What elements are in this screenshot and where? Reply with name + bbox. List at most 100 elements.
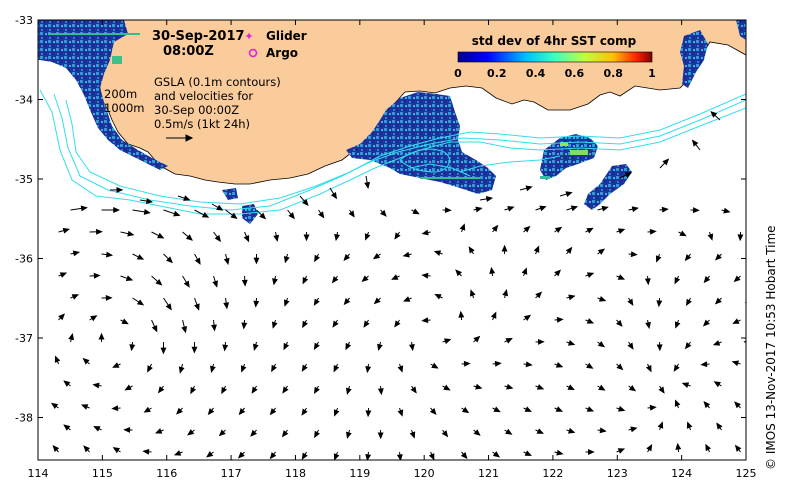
- velocity-arrowhead: [105, 294, 113, 301]
- x-tick-label: 124: [671, 467, 692, 480]
- velocity-arrowhead: [82, 357, 90, 365]
- velocity-arrowhead: [649, 404, 657, 411]
- velocity-arrowhead: [330, 191, 337, 200]
- velocity-arrowhead: [554, 226, 563, 234]
- velocity-arrowhead: [662, 158, 670, 166]
- argo-legend-label: Argo: [266, 46, 298, 60]
- velocity-arrowhead: [537, 338, 545, 345]
- velocity-arrowhead: [475, 206, 483, 213]
- y-tick-label: -38: [15, 412, 33, 425]
- velocity-arrowhead: [303, 234, 310, 242]
- velocity-arrowhead: [501, 244, 508, 252]
- velocity-arrowhead: [334, 233, 340, 242]
- velocity-arrowhead: [216, 204, 224, 211]
- velocity-arrowhead: [396, 454, 403, 460]
- velocity-arrowhead: [394, 232, 401, 240]
- velocity-arrowhead: [649, 228, 657, 235]
- velocity-arrowhead: [283, 342, 290, 351]
- velocity-arrowhead: [588, 449, 595, 455]
- velocity-arrowhead: [302, 276, 309, 285]
- velocity-arrowhead: [155, 278, 163, 286]
- velocity-arrowhead: [429, 407, 437, 416]
- velocity-arrowhead: [71, 294, 80, 300]
- velocity-arrowhead: [716, 422, 723, 430]
- velocity-arrowhead: [627, 342, 634, 350]
- isobath-label-1000m: 1000m: [104, 101, 144, 115]
- velocity-arrowhead: [271, 364, 277, 373]
- velocity-arrowhead: [460, 451, 468, 460]
- velocity-arrowhead: [412, 208, 420, 215]
- velocity-arrowhead: [154, 428, 163, 434]
- velocity-arrowhead: [655, 255, 662, 263]
- colorbar-tick-label: 0.2: [487, 67, 507, 80]
- velocity-arrowhead: [62, 227, 70, 234]
- velocity-arrowhead: [191, 346, 198, 354]
- velocity-arrowhead: [409, 431, 416, 439]
- velocity-arrowhead: [428, 453, 435, 460]
- velocity-arrowhead: [83, 445, 90, 453]
- velocity-arrowhead: [271, 321, 278, 329]
- velocity-arrowhead: [281, 430, 289, 438]
- velocity-arrowhead: [656, 344, 663, 352]
- velocity-arrowhead: [377, 432, 384, 440]
- velocity-arrowhead: [72, 250, 80, 257]
- velocity-arrowhead: [506, 383, 514, 390]
- velocity-arrowhead: [282, 386, 289, 394]
- y-axis-ticks: -33 -34 -35 -36 -37 -38: [15, 14, 746, 425]
- velocity-arrowhead: [343, 298, 351, 306]
- velocity-arrowhead: [713, 381, 721, 388]
- velocity-arrowhead: [397, 409, 404, 417]
- velocity-arrowhead: [630, 251, 638, 258]
- velocity-arrowhead: [214, 234, 221, 243]
- velocity-arrowhead: [731, 360, 739, 367]
- velocity-arrowhead: [346, 431, 352, 439]
- velocity-arrowhead: [485, 196, 494, 202]
- velocity-arrowhead: [160, 347, 167, 355]
- velocity-arrowhead: [157, 232, 165, 239]
- velocity-arrowhead: [210, 365, 216, 373]
- velocity-arrowhead: [754, 209, 759, 213]
- velocity-arrowhead: [136, 299, 145, 306]
- velocity-arrowhead: [645, 321, 651, 330]
- velocity-arrowhead: [586, 272, 595, 278]
- velocity-arrowhead: [598, 384, 606, 391]
- velocity-arrowhead: [679, 230, 687, 237]
- velocity-arrowhead: [269, 408, 277, 416]
- velocity-arrowhead: [372, 252, 381, 260]
- velocity-arrowhead: [147, 365, 153, 373]
- velocity-arrowhead: [459, 223, 466, 231]
- velocity-arrowhead: [313, 386, 320, 395]
- velocity-arrowhead: [272, 278, 278, 286]
- colorbar: std dev of 4hr SST comp 0 0.2 0.4 0.6 0.8 1: [454, 34, 656, 80]
- sea-level-contours: [39, 89, 746, 215]
- velocity-arrowhead: [241, 279, 248, 287]
- velocity-arrow: [747, 424, 752, 430]
- velocity-arrowhead: [361, 275, 369, 283]
- velocity-arrowhead: [402, 251, 410, 258]
- velocity-arrowhead: [377, 343, 383, 351]
- velocity-arrowhead: [681, 382, 690, 389]
- velocity-arrowhead: [253, 257, 260, 265]
- velocity-arrowhead: [394, 320, 401, 328]
- velocity-arrowhead: [59, 272, 68, 278]
- velocity-arrowhead: [685, 298, 692, 307]
- velocity-arrows: [50, 111, 759, 460]
- x-tick-label: 119: [349, 467, 370, 480]
- sst-highlights: [48, 33, 588, 179]
- velocity-arrowhead: [123, 426, 131, 433]
- velocity-arrowhead: [313, 298, 320, 306]
- velocity-arrowhead: [565, 191, 573, 197]
- gsla-line-3: 30-Sep 00:00Z: [154, 103, 239, 117]
- velocity-arrowhead: [241, 322, 248, 330]
- y-tick-label: -36: [15, 253, 33, 266]
- velocity-arrowhead: [98, 332, 105, 340]
- velocity-arrowhead: [129, 344, 136, 352]
- velocity-arrow: [745, 381, 746, 382]
- velocity-arrowhead: [90, 315, 98, 322]
- velocity-arrowhead: [222, 344, 229, 352]
- velocity-arrowhead: [333, 409, 340, 417]
- x-tick-label: 121: [478, 467, 499, 480]
- velocity-arrowhead: [190, 386, 197, 395]
- velocity-arrowhead: [658, 386, 665, 394]
